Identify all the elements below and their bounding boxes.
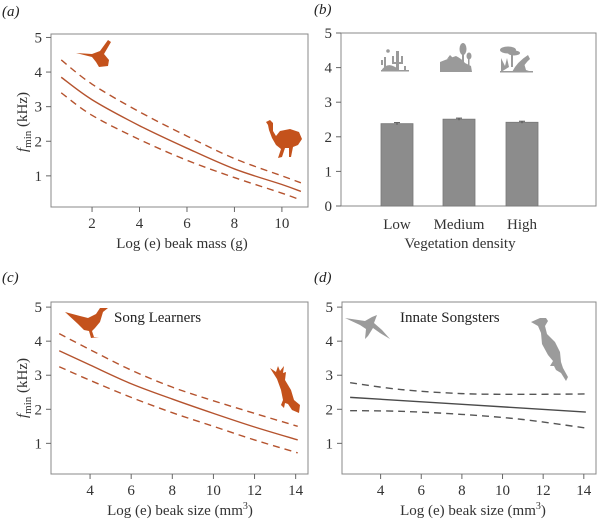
- songbird-icon: [65, 308, 108, 338]
- desert-habitat-icon: [381, 49, 409, 72]
- cockatoo-icon: [270, 366, 300, 413]
- x-tick-label: 4: [136, 216, 144, 232]
- y-tick-label: 5: [35, 300, 43, 316]
- plot-frame: [50, 301, 309, 475]
- series-line-lower-ci: [60, 92, 302, 201]
- y-tick-label: 4: [35, 65, 43, 81]
- x-axis-title-d: Log (e) beak size (mm3): [400, 501, 546, 519]
- series-line-fit: [58, 350, 298, 441]
- series-line-upper-ci: [58, 333, 298, 427]
- x-tick-label: 6: [183, 216, 191, 232]
- y-tick-label: 1: [326, 436, 334, 452]
- y-tick-label: 2: [325, 130, 333, 146]
- x-category-label: High: [507, 217, 538, 233]
- plot-frame: [50, 33, 309, 208]
- x-tick-label: 14: [576, 483, 592, 499]
- series-line-fit: [350, 396, 586, 413]
- x-tick-label: 8: [231, 216, 239, 232]
- x-tick-label: 12: [536, 483, 551, 499]
- x-category-label: Low: [383, 217, 411, 233]
- series-line-upper-ci: [60, 59, 302, 184]
- y-tick-label: 4: [326, 334, 334, 350]
- x-tick-label: 10: [274, 216, 289, 232]
- x-tick-label: 4: [377, 483, 385, 499]
- panel-label-d: (d): [314, 270, 332, 286]
- annotation-song-learners: Song Learners: [114, 310, 201, 326]
- panel-label-c: (c): [2, 270, 19, 286]
- annotation-innate-songsters: Innate Songsters: [400, 310, 500, 326]
- x-tick-label: 6: [127, 483, 135, 499]
- y-tick-label: 2: [35, 402, 43, 418]
- series-line-lower-ci: [350, 409, 586, 429]
- x-tick-label: 8: [458, 483, 466, 499]
- y-tick-label: 5: [35, 30, 43, 46]
- y-tick-label: 3: [326, 368, 334, 384]
- x-tick-label: 12: [247, 483, 262, 499]
- x-tick-label: 8: [169, 483, 177, 499]
- x-tick-label: 10: [206, 483, 221, 499]
- series-line-upper-ci: [350, 382, 586, 396]
- series-line-lower-ci: [58, 366, 298, 454]
- y-tick-label: 5: [325, 26, 333, 42]
- emu-icon: [266, 120, 302, 158]
- x-axis-title-a: Log (e) beak mass (g): [116, 236, 248, 252]
- bar-low: [380, 123, 414, 207]
- panel-a-beak-mass-plot: 1 2 3 4 5 2 4 6 8 10: [35, 30, 309, 232]
- y-tick-label: 1: [35, 169, 43, 185]
- x-tick-label: 14: [288, 483, 304, 499]
- hornbill-icon: [531, 318, 568, 381]
- panel-label-b: (b): [314, 2, 332, 18]
- x-tick-label: 2: [88, 216, 96, 232]
- swift-icon: [345, 315, 390, 339]
- panel-b-vegetation-bar-chart: 0 1 2 3 4 5 Low Medium High: [325, 26, 597, 233]
- y-tick-label: 4: [325, 61, 333, 77]
- y-tick-label: 3: [325, 95, 333, 111]
- y-tick-label: 5: [326, 300, 334, 316]
- y-axis-title-a: fmin (kHz): [15, 92, 34, 152]
- woodland-habitat-icon: [440, 43, 472, 72]
- y-axis-title-c: fmin (kHz): [15, 358, 34, 418]
- y-tick-label: 2: [35, 134, 43, 150]
- bar-medium: [442, 118, 476, 207]
- hummingbird-icon: [76, 40, 111, 67]
- series-line-fit: [60, 76, 302, 193]
- y-tick-label: 0: [325, 199, 333, 215]
- x-category-label: Medium: [434, 217, 485, 233]
- x-tick-label: 10: [495, 483, 510, 499]
- y-tick-label: 3: [35, 100, 43, 116]
- y-tick-label: 2: [326, 402, 334, 418]
- x-axis-title-c: Log (e) beak size (mm3): [107, 501, 253, 519]
- x-tick-label: 4: [86, 483, 94, 499]
- x-axis-title-b: Vegetation density: [404, 236, 516, 252]
- y-tick-label: 1: [35, 436, 43, 452]
- plot-frame: [341, 301, 597, 475]
- panel-label-a: (a): [2, 4, 20, 20]
- y-tick-label: 4: [35, 334, 43, 350]
- x-tick-label: 6: [417, 483, 425, 499]
- y-tick-label: 1: [325, 164, 333, 180]
- y-tick-label: 3: [35, 368, 43, 384]
- bar-high: [505, 121, 539, 207]
- forest-habitat-icon: [500, 46, 533, 73]
